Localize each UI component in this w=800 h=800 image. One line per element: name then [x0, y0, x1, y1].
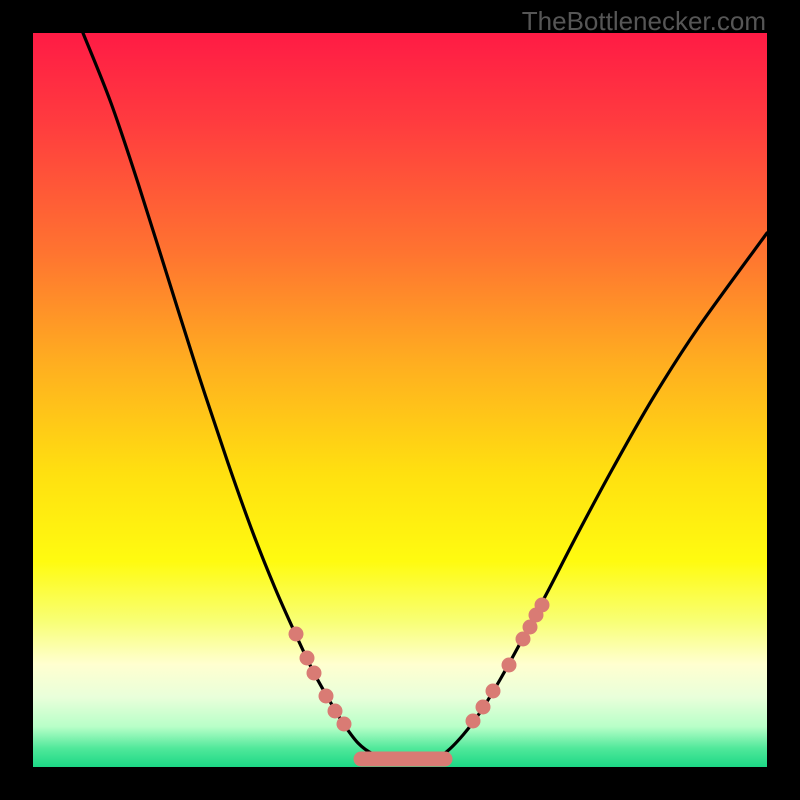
marker-dot — [535, 598, 550, 613]
marker-dot — [337, 717, 352, 732]
marker-dot — [502, 658, 517, 673]
marker-dot — [319, 689, 334, 704]
marker-dot — [466, 714, 481, 729]
watermark-text: TheBottlenecker.com — [522, 6, 766, 37]
curve-left — [83, 33, 393, 760]
marker-dot — [328, 704, 343, 719]
marker-dot — [307, 666, 322, 681]
plot-area — [33, 33, 767, 767]
chart-frame: TheBottlenecker.com — [0, 0, 800, 800]
marker-dot — [289, 627, 304, 642]
curve-right — [428, 233, 767, 761]
markers-group — [289, 598, 550, 760]
marker-dot — [300, 651, 315, 666]
curve-layer — [33, 33, 767, 767]
marker-dot — [476, 700, 491, 715]
marker-dot — [486, 684, 501, 699]
